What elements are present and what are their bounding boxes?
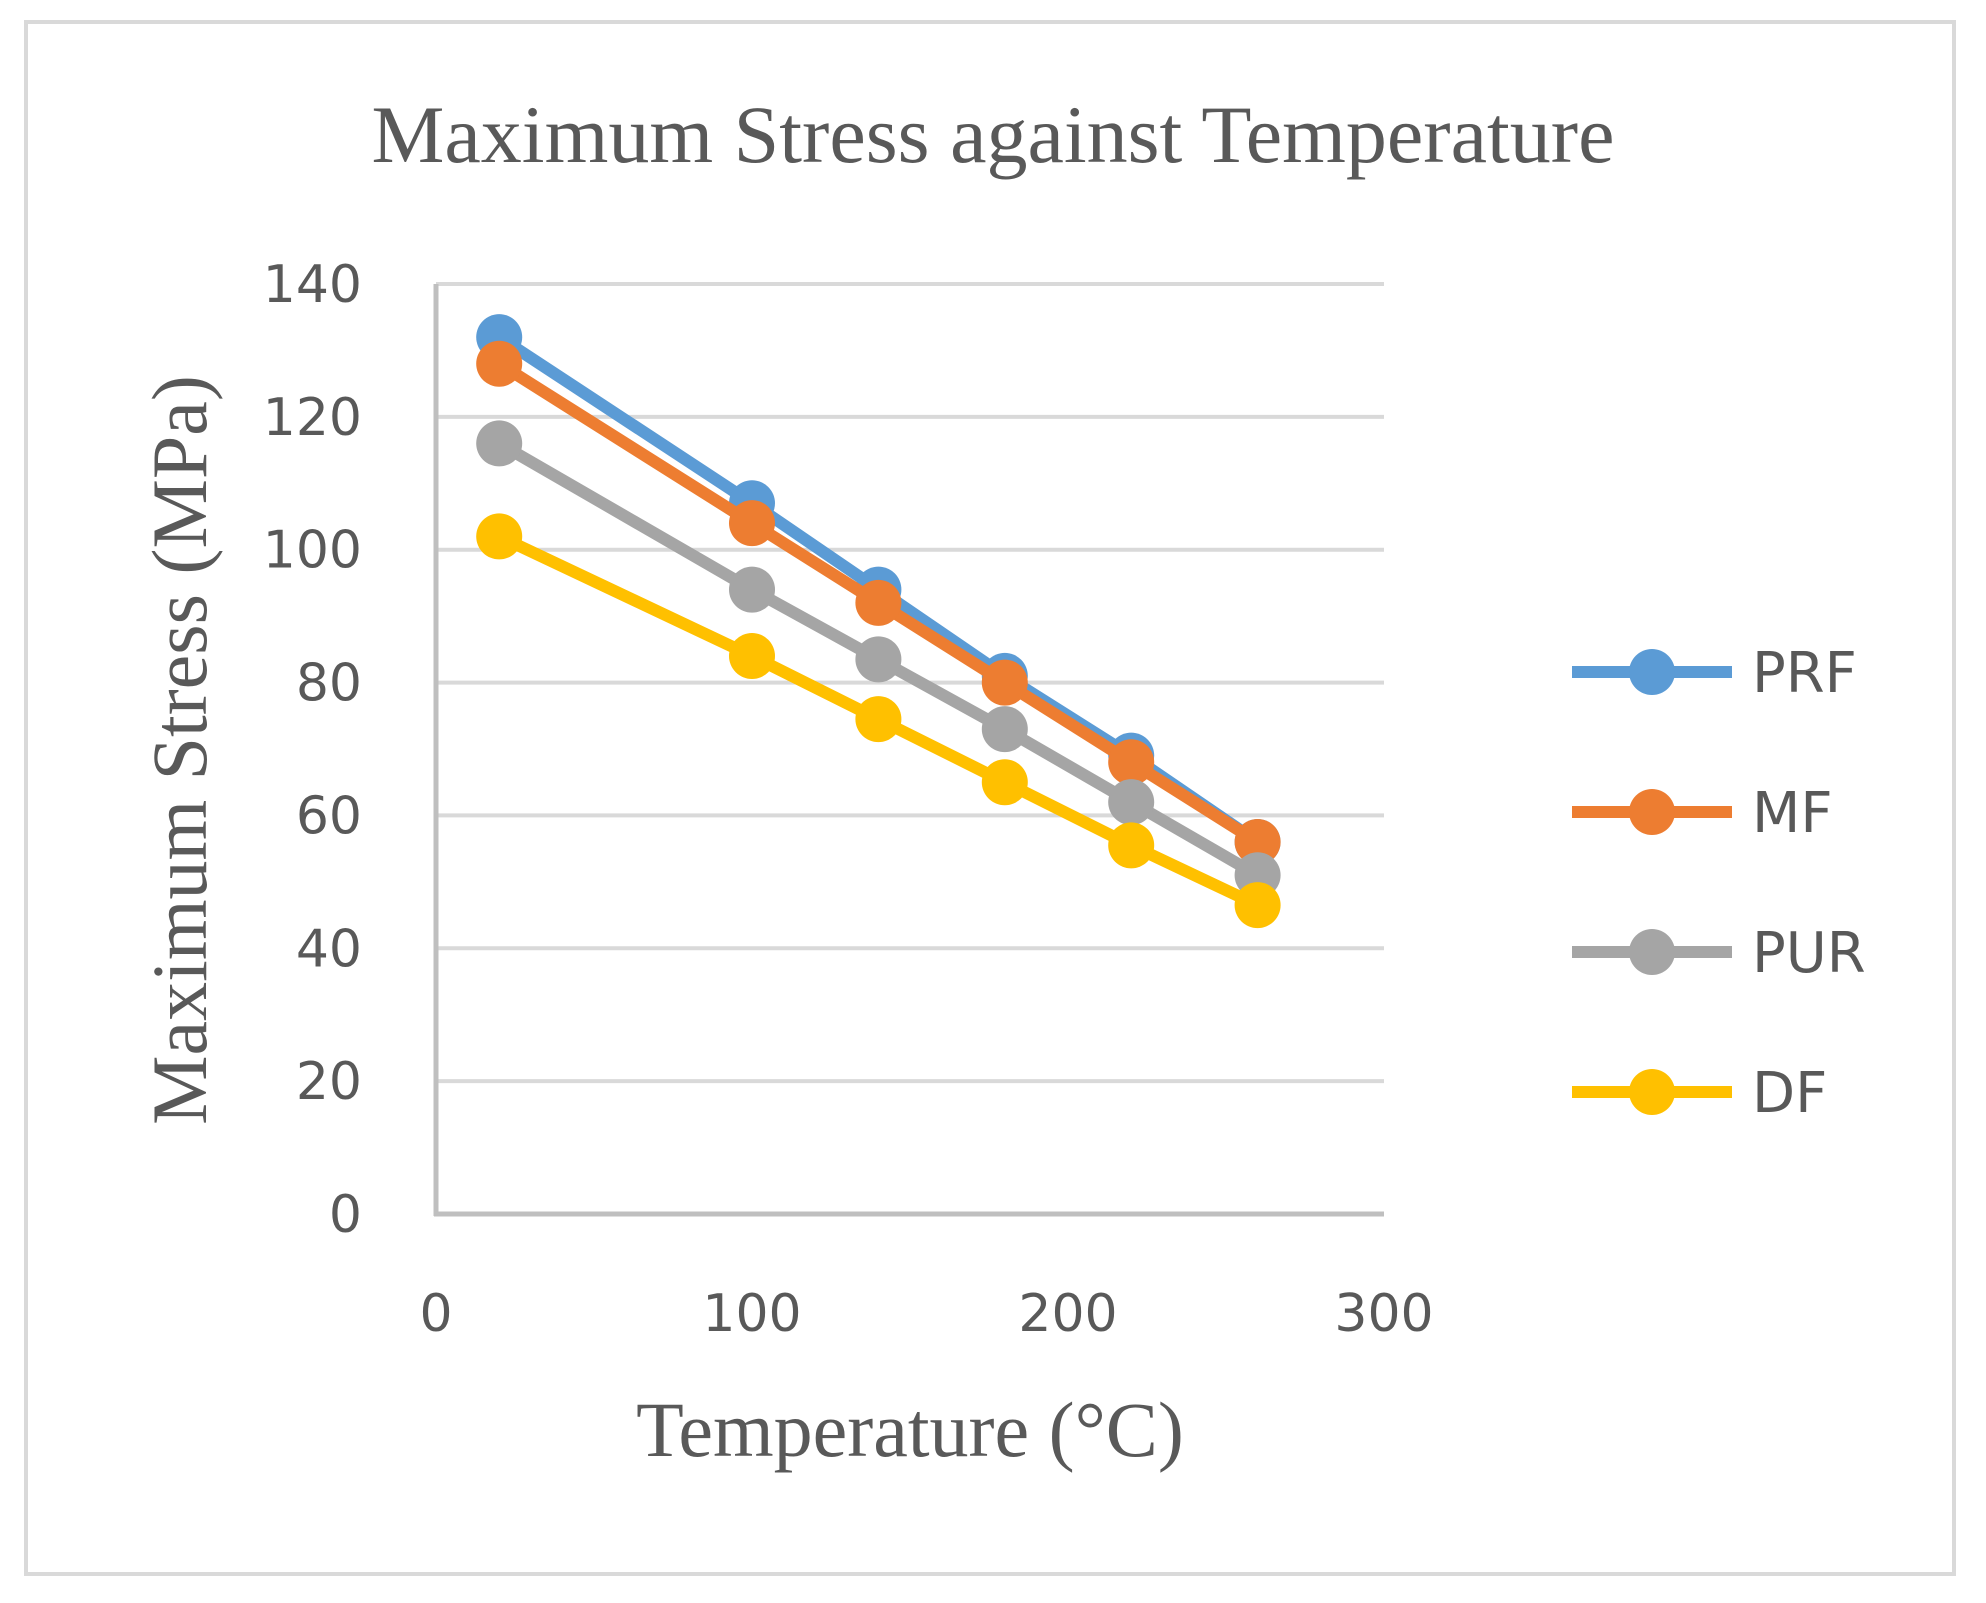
data-point-df	[1234, 882, 1281, 929]
data-point-pur	[1108, 779, 1155, 826]
legend-label-mf: MF	[1752, 781, 1833, 846]
data-point-df	[476, 513, 523, 560]
data-point-mf	[476, 340, 523, 387]
gridlines	[436, 282, 1384, 1084]
data-point-mf	[981, 659, 1028, 706]
axes	[433, 284, 1384, 1217]
legend-marker-prf	[1629, 649, 1675, 695]
x-tick-label: 100	[702, 1284, 801, 1344]
x-tick-label: 200	[1018, 1284, 1117, 1344]
data-point-df	[1108, 822, 1155, 869]
legend-label-df: DF	[1752, 1061, 1827, 1126]
x-axis-title: Temperature (°C)	[636, 1386, 1184, 1473]
legend: PRF MF PUR DF	[1572, 641, 1866, 1126]
y-tick-label: 60	[296, 786, 362, 846]
data-point-mf	[729, 500, 775, 547]
data-point-pur	[476, 420, 523, 467]
data-point-pur	[855, 636, 902, 683]
data-point-mf	[1108, 739, 1155, 786]
y-tick-label: 40	[296, 919, 362, 979]
series-lines	[476, 314, 1281, 929]
data-point-df	[855, 696, 902, 743]
x-tick-label: 0	[419, 1284, 452, 1344]
data-point-pur	[729, 566, 775, 613]
legend-marker-mf	[1629, 789, 1675, 835]
series-line-df	[493, 530, 1264, 912]
y-tick-label: 100	[263, 521, 362, 581]
x-tick-label: 300	[1334, 1284, 1433, 1344]
y-tick-label: 120	[263, 388, 362, 448]
y-tick-labels: 0 20 40 60 80 100 120 140	[263, 255, 362, 1245]
data-point-mf	[1234, 819, 1281, 865]
y-axis-title: Maximum Stress (MPa)	[136, 375, 223, 1125]
legend-marker-df	[1629, 1069, 1675, 1115]
data-point-df	[981, 759, 1028, 806]
x-tick-labels: 0 100 200 300	[419, 1284, 1433, 1344]
y-tick-label: 80	[296, 654, 362, 714]
y-tick-label: 0	[329, 1185, 362, 1245]
chart-title: Maximum Stress against Temperature	[372, 89, 1615, 180]
data-point-mf	[855, 579, 902, 626]
legend-marker-pur	[1629, 929, 1675, 975]
legend-label-pur: PUR	[1752, 921, 1866, 986]
legend-label-prf: PRF	[1752, 641, 1857, 706]
y-tick-label: 20	[296, 1052, 362, 1112]
series-line-pur	[493, 437, 1264, 882]
y-tick-label: 140	[263, 255, 362, 315]
data-point-df	[729, 633, 775, 679]
data-point-pur	[981, 706, 1028, 753]
series-line-mf	[493, 357, 1264, 848]
